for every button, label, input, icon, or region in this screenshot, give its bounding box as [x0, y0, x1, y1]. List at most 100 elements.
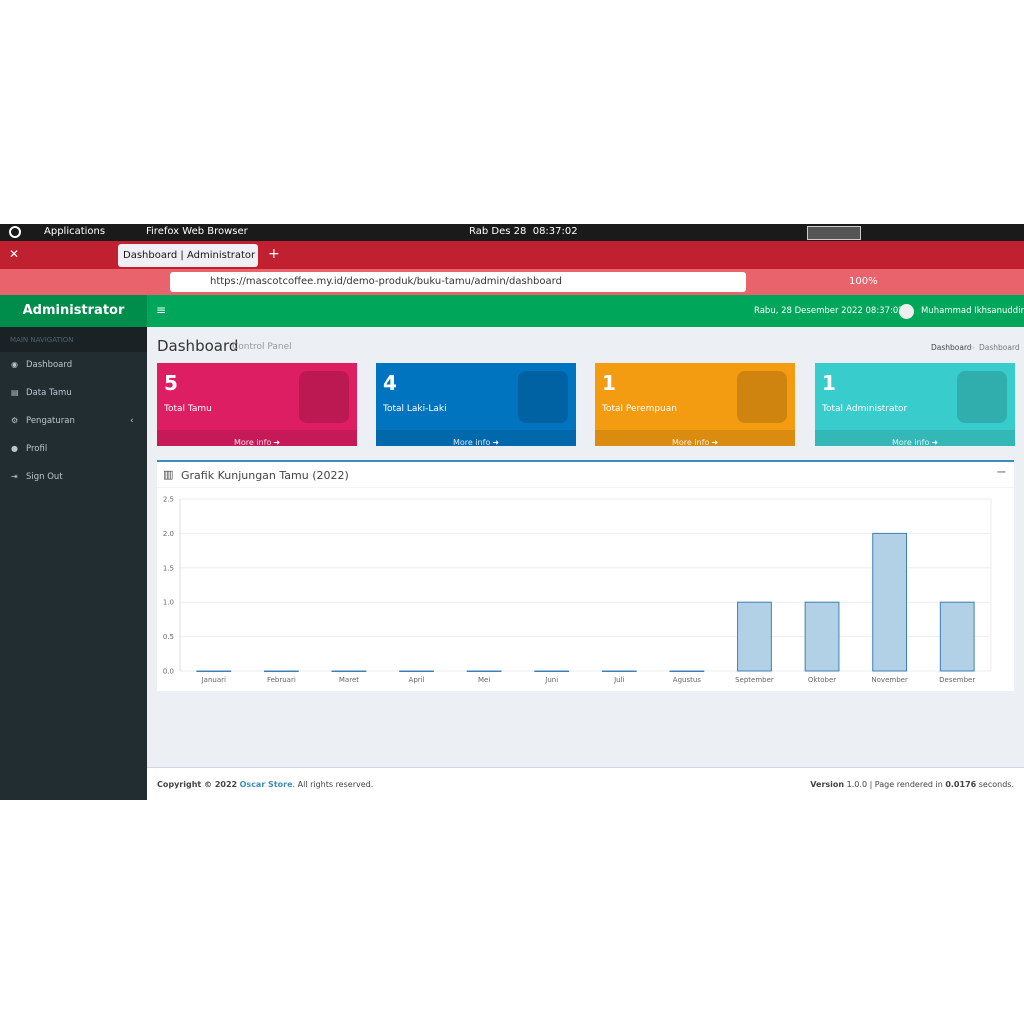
sidebar-toggle[interactable]: ≡ — [156, 303, 167, 317]
x-tick-label: Mei — [478, 676, 490, 684]
zoom-level[interactable]: 100% — [849, 276, 878, 287]
x-tick-label: Oktober — [808, 676, 836, 684]
bar — [331, 670, 367, 672]
sidebar-header: MAIN NAVIGATION — [10, 336, 74, 344]
chart-icon: ▥ — [163, 468, 174, 481]
breadcrumb-current: Dashboard — [979, 343, 1020, 352]
bar — [804, 601, 840, 672]
x-tick-label: April — [409, 676, 425, 684]
bar — [872, 532, 908, 672]
collapse-button[interactable]: − — [996, 465, 1007, 480]
y-tick-label: 1.5 — [163, 564, 174, 572]
bar — [466, 670, 502, 672]
box-link: More info — [233, 438, 272, 447]
box-link-icon: ➜ — [273, 438, 281, 447]
box-icon — [518, 371, 568, 423]
x-tick-label: Agustus — [673, 676, 701, 684]
box-link-icon: ➜ — [711, 438, 719, 447]
box-icon — [737, 371, 787, 423]
box-link: More info — [452, 438, 491, 447]
sidebar-item[interactable]: Data Tamu — [26, 388, 72, 398]
breadcrumb-home[interactable]: Dashboard — [931, 343, 972, 352]
breadcrumb-sep: > — [969, 343, 976, 352]
x-tick-label: Januari — [201, 676, 226, 684]
y-tick-label: 2.0 — [163, 530, 174, 538]
y-tick-label: 2.5 — [163, 496, 174, 504]
clock[interactable]: Rab Des 28 08:37:02 — [469, 226, 578, 237]
user-name[interactable]: Muhammad Ikhsanuddin — [921, 306, 1024, 316]
x-tick-label: Maret — [339, 676, 359, 684]
tab-title: Dashboard | Administrator — [123, 250, 256, 261]
bar — [669, 670, 705, 672]
x-tick-label: Juli — [613, 676, 624, 684]
sidebar-icon: ⇥ — [11, 472, 18, 481]
os-logo[interactable] — [9, 226, 21, 238]
info-box: 5 Total Tamu More info ➜ — [157, 363, 357, 447]
copyright: Copyright © 2022 — [157, 780, 238, 789]
box-label: Total Tamu — [164, 404, 212, 414]
url: https://mascotcoffee.my.id/demo-produk/b… — [210, 276, 562, 287]
top-navbar: ≡ Rabu, 28 Desember 2022 08:37:02 Muhamm… — [147, 295, 1024, 327]
bar — [939, 601, 975, 672]
seconds: seconds. — [978, 780, 1014, 789]
x-tick-label: Februari — [267, 676, 296, 684]
render-time: 0.0176 — [945, 780, 977, 789]
sidebar-header-band: MAIN NAVIGATION — [0, 327, 147, 352]
nav-bar: https://mascotcoffee.my.id/demo-produk/b… — [0, 269, 1024, 295]
box-icon — [957, 371, 1007, 423]
active-tab[interactable]: Dashboard | Administrator — [118, 244, 258, 267]
brand-area: Administrator — [0, 295, 147, 327]
box-link-icon: ➜ — [492, 438, 500, 447]
close-window[interactable]: ✕ — [9, 247, 20, 261]
new-tab[interactable]: + — [268, 246, 280, 262]
box-label: Total Perempuan — [602, 404, 677, 414]
sidebar-item[interactable]: Profil — [26, 444, 48, 454]
chart: 0.0 0.5 1.0 1.5 2.0 2.5 Januari Februari Maret Ap… — [163, 496, 992, 684]
x-tick-label: Juni — [544, 676, 558, 684]
bar — [601, 670, 637, 672]
sidebar: MAIN NAVIGATION ◉ Dashboard ▤ Data Tamu ⚙ Pen… — [0, 327, 147, 800]
applications-menu[interactable]: Applications — [44, 226, 106, 237]
box-link: More info — [891, 438, 930, 447]
box-footer[interactable]: More info ➜ — [595, 430, 795, 447]
tab-bar: ✕ Dashboard | Administrator + — [0, 241, 1024, 269]
y-tick-label: 0.0 — [163, 668, 174, 676]
sidebar-item[interactable]: Sign Out — [26, 472, 63, 482]
box-value: 1 — [822, 371, 836, 395]
bar — [196, 670, 232, 672]
page-subtitle: Control Panel — [232, 342, 292, 352]
browser-menu[interactable]: Firefox Web Browser — [146, 226, 248, 237]
bar — [737, 601, 772, 672]
sidebar-item[interactable]: Pengaturan — [26, 416, 75, 426]
box-value: 1 — [602, 371, 616, 395]
info-box: 4 Total Laki-Laki More info ➜ — [376, 363, 576, 447]
version-label: Version — [810, 780, 845, 789]
datetime: Rabu, 28 Desember 2022 08:37:02 — [754, 306, 904, 316]
workspace-indicator[interactable] — [807, 226, 861, 240]
sidebar-icon: ◉ — [11, 360, 18, 369]
sidebar-icon: ⚙ — [11, 416, 19, 425]
chart-title: Grafik Kunjungan Tamu (2022) — [181, 469, 349, 482]
box-footer[interactable]: More info ➜ — [157, 430, 357, 447]
info-box: 1 Total Perempuan More info ➜ — [595, 363, 795, 447]
bar — [399, 670, 434, 672]
x-tick-label: Desember — [939, 676, 975, 684]
box-link-icon: ➜ — [931, 438, 939, 447]
user-avatar[interactable] — [899, 304, 914, 319]
footer: Copyright © 2022 Oscar Store. All rights… — [147, 767, 1024, 800]
box-link: More info — [671, 438, 710, 447]
box-value: 5 — [164, 371, 178, 395]
brand[interactable]: Administrator — [22, 303, 125, 318]
y-tick-label: 0.5 — [163, 633, 174, 641]
rights: . All rights reserved. — [292, 780, 374, 789]
y-tick-label: 1.0 — [163, 599, 174, 607]
box-label: Total Laki-Laki — [383, 404, 447, 414]
url-field[interactable]: https://mascotcoffee.my.id/demo-produk/b… — [170, 272, 746, 292]
panel-divider — [157, 487, 1014, 488]
version: 1.0.0 | Page rendered in — [846, 780, 943, 789]
company-link[interactable]: Oscar Store — [239, 780, 293, 789]
box-footer[interactable]: More info ➜ — [376, 430, 576, 447]
sidebar-item[interactable]: Dashboard — [26, 360, 73, 370]
box-footer[interactable]: More info ➜ — [815, 430, 1015, 447]
